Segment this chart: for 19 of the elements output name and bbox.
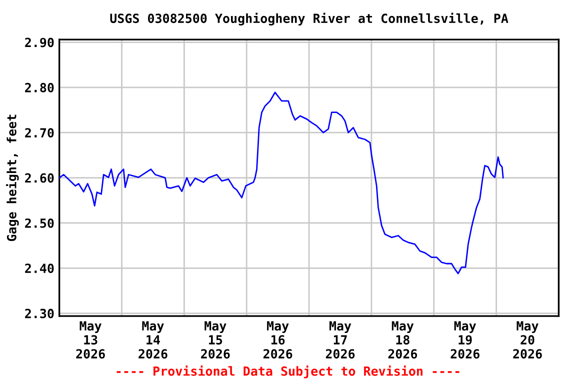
y-tick-label: 2.60 [25,173,54,183]
x-tick-label: May 16 2026 [263,321,292,359]
y-tick-label: 2.30 [25,308,54,318]
line-series [59,92,504,274]
x-tick-label: May 20 2026 [513,321,542,359]
text: ---- Provisional Data Subject to Revision ---- [116,365,460,378]
y-tick-label: 2.80 [25,82,54,92]
y-tick-label: 2.50 [25,218,54,228]
y-tick-label: 2.70 [25,128,54,138]
y-tick-label: 2.90 [25,38,54,48]
y-tick-label: 2.40 [25,264,54,274]
x-tick-label: May 14 2026 [138,321,168,359]
x-tick-label: May 13 2026 [76,321,105,359]
x-tick-label: May 18 2026 [388,321,418,359]
x-tick-label: May 19 2026 [450,321,480,359]
y-axis-title: Gage height, feet [6,114,19,242]
chart-title: USGS 03082500 Youghiogheny River at Connellsville, PA [110,12,508,26]
x-tick-label: May 17 2026 [326,321,355,359]
x-tick-label: May 15 2026 [201,321,230,359]
